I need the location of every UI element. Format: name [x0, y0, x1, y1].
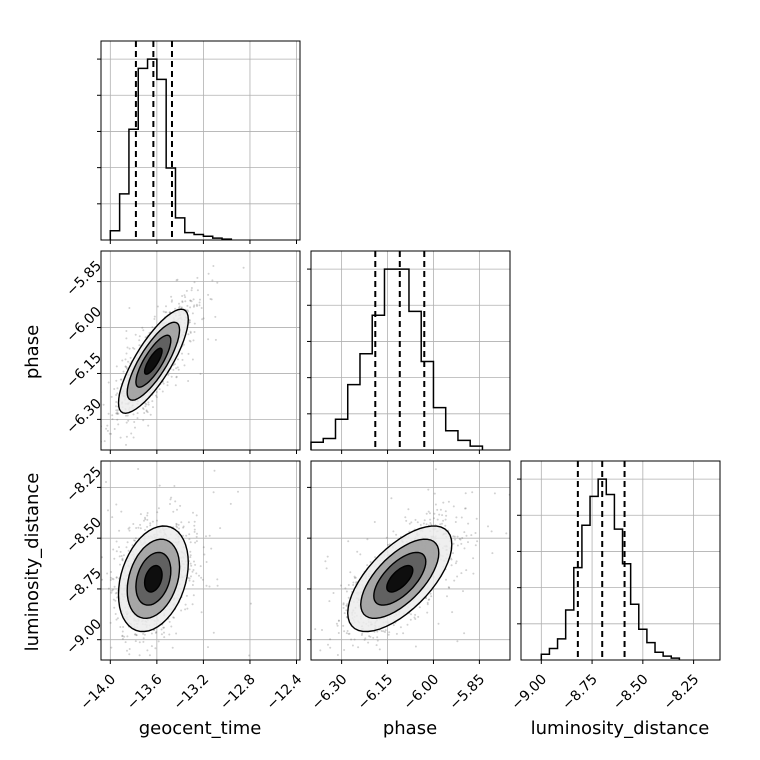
ylabel-luminosity-distance: luminosity_distance [22, 473, 43, 652]
frame-luminosity-distance [520, 460, 721, 661]
hist-steps-luminosity-distance [540, 478, 681, 660]
xtick-label-geocent-time-1: −13.6 [124, 671, 166, 713]
hist-steps-geocent-time [109, 58, 233, 240]
xtick-label-phase-1: −6.15 [355, 672, 397, 714]
contour-geocent-time-phase-3 [143, 347, 163, 375]
ytick-label-phase-1: −6.15 [63, 350, 105, 392]
frame-phase-luminosity-distance [310, 460, 511, 661]
ytick-label-luminosity-distance-3: −8.25 [63, 464, 105, 506]
xtick-label-luminosity-distance-2: −8.50 [610, 672, 652, 714]
ytick-label-phase-3: −5.85 [63, 258, 105, 300]
ytick-label-luminosity-distance-1: −8.75 [63, 565, 105, 607]
xtick-label-phase-3: −5.85 [447, 672, 489, 714]
frame-geocent-time [100, 40, 301, 241]
xlabel-geocent-time: geocent_time [139, 718, 262, 739]
contour-geocent-time-luminosity-distance-3 [143, 564, 163, 593]
hist-steps-phase [310, 268, 484, 450]
xtick-label-luminosity-distance-1: −8.75 [559, 672, 601, 714]
frame-geocent-time-luminosity-distance [100, 460, 301, 661]
xtick-label-luminosity-distance-0: −9.00 [508, 672, 550, 714]
xtick-label-geocent-time-0: −14.0 [77, 672, 119, 714]
ytick-label-luminosity-distance-0: −9.00 [63, 616, 105, 658]
xtick-label-phase-2: −6.00 [401, 672, 443, 714]
scatter-phase-vs-luminosity-distance [307, 460, 511, 664]
frame-phase [310, 250, 511, 451]
xtick-label-luminosity-distance-3: −8.25 [661, 672, 703, 714]
scatter-geocent-time-vs-phase [97, 250, 301, 454]
xlabel-luminosity-distance: luminosity_distance [531, 718, 710, 739]
xtick-label-geocent-time-3: −12.8 [217, 672, 259, 714]
hist-phase [307, 250, 511, 454]
scatter-geocent-time-vs-luminosity-distance [97, 460, 301, 664]
contour-phase-luminosity-distance-3 [386, 564, 414, 593]
ytick-label-luminosity-distance-2: −8.50 [63, 515, 105, 557]
xlabel-phase: phase [383, 718, 437, 739]
ylabel-phase: phase [22, 325, 43, 379]
hist-luminosity-distance [517, 460, 721, 664]
hist-geocent-time [97, 40, 301, 244]
xtick-label-geocent-time-4: −12.4 [264, 671, 306, 713]
xtick-label-geocent-time-2: −13.2 [171, 672, 213, 714]
frame-geocent-time-phase [100, 250, 301, 451]
ytick-label-phase-0: −6.30 [63, 396, 105, 438]
ytick-label-phase-2: −6.00 [63, 304, 105, 346]
xtick-label-phase-0: −6.30 [309, 672, 351, 714]
